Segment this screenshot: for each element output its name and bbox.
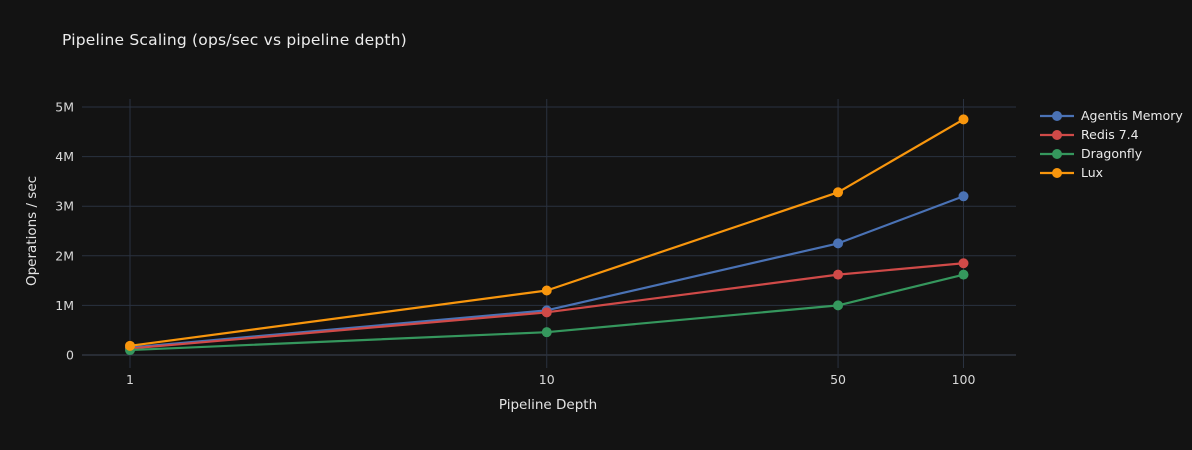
series-line: [128, 262, 965, 350]
legend-label: Dragonfly: [1081, 146, 1143, 161]
series-lux: [125, 114, 969, 351]
y-tick-label: 4M: [55, 149, 74, 164]
data-point: [541, 307, 552, 318]
series-dragonfly: [125, 269, 969, 356]
y-tick-label: 3M: [55, 199, 74, 214]
vertical-gridlines: [129, 99, 964, 368]
tick-labels: 0 1M 2M 3M 4M 5M 1 10 50 100: [55, 100, 975, 388]
data-point: [833, 238, 844, 249]
data-point: [833, 187, 844, 198]
chart-title: Pipeline Scaling (ops/sec vs pipeline de…: [62, 31, 407, 49]
legend-marker-icon: [1040, 110, 1074, 121]
data-point: [958, 269, 969, 280]
data-point: [958, 191, 969, 202]
y-axis-title: Operations / sec: [24, 176, 40, 286]
data-point: [125, 340, 135, 351]
legend-label: Agentis Memory: [1081, 108, 1183, 123]
data-point: [833, 269, 844, 280]
x-tick-label: 50: [830, 372, 846, 387]
horizontal-gridlines: [82, 106, 1016, 356]
y-tick-label: 2M: [55, 248, 74, 263]
x-tick-label: 1: [126, 372, 134, 387]
x-tick-label: 100: [952, 372, 976, 387]
series-group: [125, 114, 969, 356]
series-line: [128, 273, 965, 352]
series-line: [128, 118, 965, 347]
y-tick-label: 0: [66, 348, 74, 363]
x-axis-title: Pipeline Depth: [499, 397, 597, 413]
series-line: [128, 195, 965, 349]
legend-item-agentis-memory[interactable]: Agentis Memory: [1040, 106, 1183, 125]
y-tick-label: 5M: [55, 100, 74, 115]
data-point: [958, 114, 969, 125]
legend-item-redis-7-4[interactable]: Redis 7.4: [1040, 125, 1183, 144]
legend-marker-icon: [1040, 129, 1074, 140]
legend-marker-icon: [1040, 148, 1074, 159]
data-point: [541, 285, 552, 296]
legend-marker-icon: [1040, 167, 1074, 178]
data-point: [541, 327, 552, 338]
legend-item-lux[interactable]: Lux: [1040, 163, 1183, 182]
legend-label: Redis 7.4: [1081, 127, 1139, 142]
legend: Agentis Memory Redis 7.4 Dragonfly Lux: [1040, 106, 1183, 182]
legend-item-dragonfly[interactable]: Dragonfly: [1040, 144, 1183, 163]
data-point: [833, 300, 844, 311]
x-tick-label: 10: [539, 372, 555, 387]
y-tick-label: 1M: [55, 298, 74, 313]
data-point: [958, 258, 969, 269]
legend-label: Lux: [1081, 165, 1104, 180]
